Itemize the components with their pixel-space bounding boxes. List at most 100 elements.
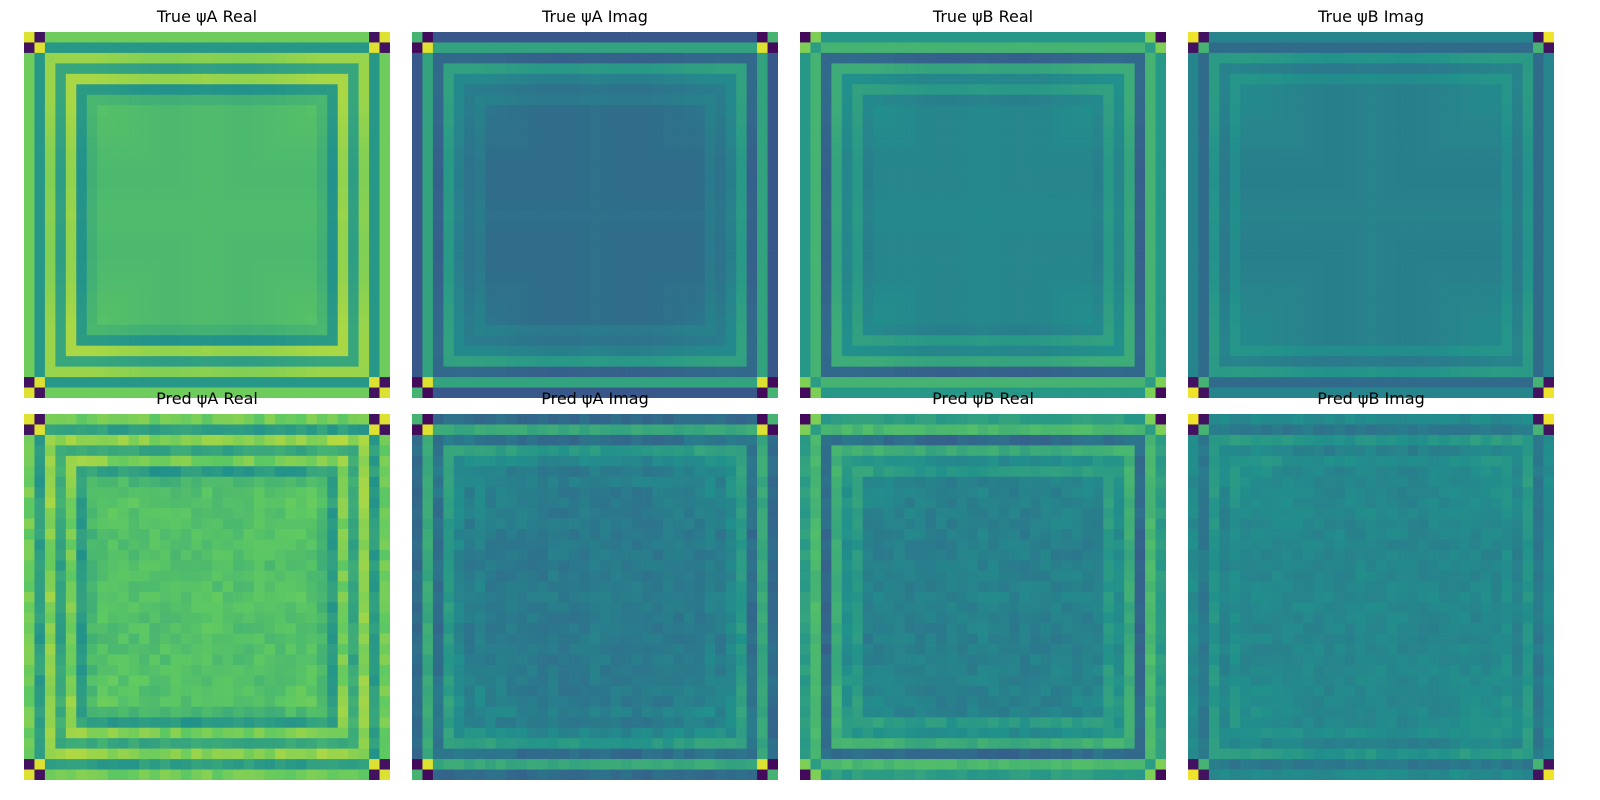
heatmap-cell <box>736 324 747 336</box>
heatmap-cell <box>925 335 937 347</box>
heatmap-cell <box>1376 84 1388 96</box>
heatmap-cell <box>159 115 171 127</box>
heatmap-cell <box>1145 188 1156 200</box>
heatmap-cell <box>1428 220 1440 232</box>
heatmap-cell <box>1407 282 1419 294</box>
heatmap-cell <box>118 94 129 106</box>
heatmap-cell <box>1261 94 1273 106</box>
heatmap-cell <box>642 209 653 221</box>
heatmap-cell <box>327 220 339 232</box>
heatmap-cell <box>1071 272 1083 284</box>
heatmap-cell <box>379 241 390 252</box>
heatmap-cell <box>589 136 601 148</box>
heatmap-cell <box>852 282 864 294</box>
heatmap-cell <box>285 147 297 158</box>
heatmap-cell <box>76 63 88 75</box>
heatmap-cell <box>1543 345 1554 357</box>
heatmap-cell <box>86 126 98 137</box>
heatmap-cell <box>925 126 937 137</box>
heatmap-cell <box>86 188 98 200</box>
heatmap-cell <box>1323 199 1335 211</box>
heatmap-cell <box>170 188 182 200</box>
heatmap-cell <box>506 220 517 232</box>
heatmap-cell <box>1219 335 1231 347</box>
heatmap-cell <box>327 209 339 221</box>
heatmap-cell <box>107 387 119 398</box>
heatmap-cell <box>34 178 46 190</box>
heatmap-cell <box>1229 105 1241 117</box>
heatmap-cell <box>1208 366 1220 378</box>
heatmap-cell <box>139 356 150 367</box>
heatmap-cell <box>1261 387 1273 398</box>
heatmap-cell <box>243 126 255 137</box>
heatmap-cell <box>725 293 737 305</box>
heatmap-cell <box>149 73 161 85</box>
heatmap-cell <box>935 314 947 326</box>
heatmap-cell <box>44 52 56 64</box>
heatmap-cell <box>379 188 390 200</box>
heatmap-cell <box>1344 387 1356 398</box>
heatmap-cell <box>233 52 244 64</box>
heatmap-cell <box>1040 293 1052 305</box>
heatmap-cell <box>34 167 46 179</box>
heatmap-cell <box>1428 115 1440 127</box>
heatmap-cell <box>358 178 370 190</box>
heatmap-cell <box>547 157 559 169</box>
heatmap-cell <box>55 241 67 252</box>
heatmap-cell <box>474 105 486 117</box>
heatmap-cell <box>180 115 192 127</box>
heatmap-cell <box>988 345 1000 357</box>
heatmap-cell <box>1271 241 1283 252</box>
heatmap-cell <box>443 136 455 148</box>
heatmap-cell <box>34 377 46 388</box>
heatmap-cell <box>1040 147 1052 158</box>
heatmap-cell <box>1428 314 1440 326</box>
heatmap-cell <box>1459 220 1471 232</box>
heatmap-cell <box>295 220 307 232</box>
heatmap-cell <box>464 32 476 43</box>
heatmap-cell <box>652 272 664 284</box>
heatmap-cell <box>1103 324 1115 336</box>
heatmap-cell <box>65 73 77 85</box>
heatmap-cell <box>337 32 349 43</box>
heatmap-cell <box>841 167 853 179</box>
heatmap-cell <box>443 84 455 96</box>
heatmap-cell <box>1480 157 1492 169</box>
heatmap-cell <box>495 387 507 398</box>
heatmap-cell <box>631 167 643 179</box>
heatmap-cell <box>1208 335 1220 347</box>
heatmap-cell <box>201 335 213 347</box>
heatmap-cell <box>621 377 632 388</box>
heatmap-cell <box>191 209 203 221</box>
heatmap-cell <box>589 387 601 398</box>
heatmap-cell <box>537 126 549 137</box>
heatmap-cell <box>1344 282 1356 294</box>
heatmap-cell <box>998 262 1010 273</box>
heatmap-cell <box>977 272 989 284</box>
heatmap-cell <box>715 272 727 284</box>
heatmap-cell <box>86 230 98 242</box>
heatmap-cell <box>704 387 716 398</box>
heatmap-cell <box>621 251 632 263</box>
heatmap-cell <box>464 73 476 85</box>
heatmap-cell <box>862 387 874 398</box>
heatmap-cell <box>65 42 77 54</box>
heatmap-cell <box>44 303 56 315</box>
heatmap-cell <box>1188 188 1199 200</box>
heatmap-cell <box>652 262 664 273</box>
heatmap-cell <box>306 147 318 158</box>
heatmap-cell <box>1428 188 1440 200</box>
heatmap-cell <box>1344 167 1356 179</box>
heatmap-cell <box>432 167 444 179</box>
heatmap-cell <box>1082 147 1094 158</box>
heatmap-cell <box>1449 377 1461 388</box>
heatmap-cell <box>369 377 380 388</box>
heatmap-cell <box>1124 115 1135 127</box>
heatmap-cell <box>128 136 140 148</box>
heatmap-cell <box>495 230 507 242</box>
heatmap-cell <box>547 94 559 106</box>
heatmap-cell <box>443 293 455 305</box>
heatmap-cell <box>24 241 35 252</box>
heatmap-cell <box>76 115 88 127</box>
heatmap-cell <box>1250 167 1262 179</box>
